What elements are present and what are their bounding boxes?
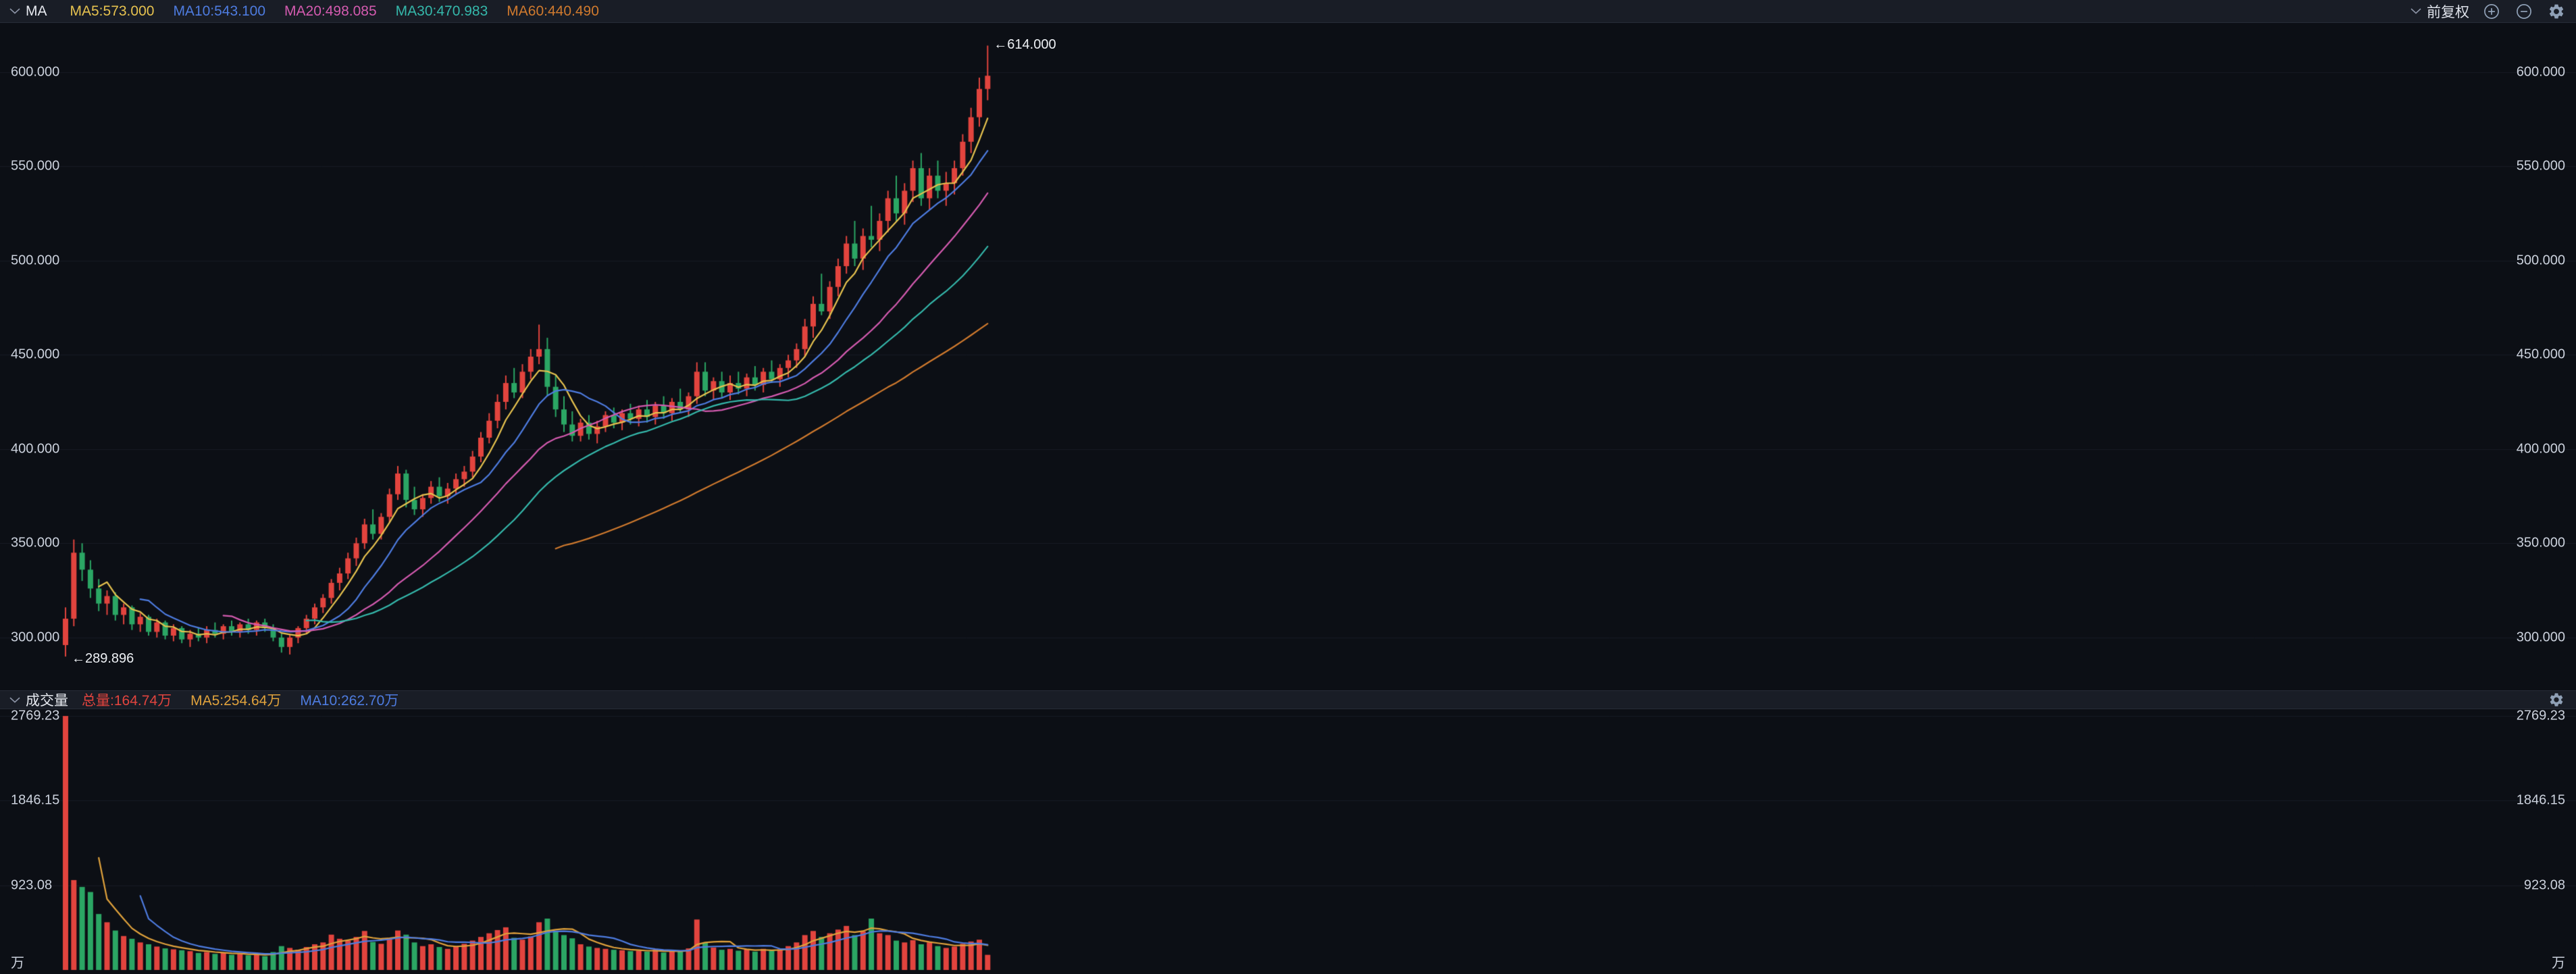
ma-value: MA5:573.000 <box>70 3 155 19</box>
ma-value: MA60:440.490 <box>507 3 599 19</box>
price-axis-label: 550.000 <box>2516 158 2565 174</box>
price-axis-label: 300.000 <box>11 630 60 645</box>
ma-legend: MA5:573.000 MA10:543.100 MA20:498.085 MA30:… <box>70 3 599 20</box>
zoom-in-icon[interactable] <box>2481 1 2502 22</box>
volume-toolbar: 成交量 总量:164.74万 MA5:254.64万 MA10:262.70万 <box>0 690 2576 709</box>
chevron-down-icon <box>2411 8 2421 14</box>
price-axis-label: 500.000 <box>11 253 60 268</box>
volume-axis-label: 2769.23 <box>11 708 60 723</box>
volume-unit-label: 万 <box>11 956 24 971</box>
adjustment-dropdown[interactable]: 前复权 <box>2411 1 2469 22</box>
volume-indicator-dropdown[interactable]: 成交量 <box>9 690 68 710</box>
volume-stat: MA10:262.70万 <box>300 693 399 709</box>
volume-chart-canvas[interactable] <box>0 709 2576 974</box>
price-low-annotation: ←289.896 <box>72 651 134 667</box>
volume-axis-label: 1846.15 <box>11 792 60 808</box>
volume-axis-label: 923.08 <box>11 877 53 893</box>
price-axis-label: 500.000 <box>2516 253 2565 268</box>
price-axis-label: 350.000 <box>11 535 60 550</box>
ma-value: MA30:470.983 <box>395 3 488 19</box>
price-axis-label: 400.000 <box>2516 441 2565 457</box>
settings-gear-icon[interactable] <box>2546 1 2567 22</box>
volume-stat: MA5:254.64万 <box>190 693 282 709</box>
toolbar-right: 前复权 <box>2411 1 2567 22</box>
price-axis-label: 600.000 <box>11 64 60 80</box>
settings-gear-icon[interactable] <box>2546 690 2567 710</box>
volume-unit-label: 万 <box>2552 956 2565 971</box>
volume-axis-label: 1846.15 <box>2516 792 2565 808</box>
price-axis-label: 350.000 <box>2516 535 2565 550</box>
volume-chart-pane: 923.08 923.08 1846.15 1846.15 2769.23 2769.23… <box>0 709 2576 974</box>
chevron-down-icon <box>9 8 20 14</box>
indicator-label: MA <box>26 3 47 19</box>
volume-pane-label: 成交量 <box>26 693 68 709</box>
volume-axis-label: 923.08 <box>2523 877 2565 893</box>
chevron-down-icon <box>9 696 20 703</box>
ma-value: MA10:543.100 <box>173 3 266 19</box>
main-chart-toolbar: MA MA5:573.000 MA10:543.100 MA20:498.085 MA… <box>0 0 2576 23</box>
volume-stats: 总量:164.74万 MA5:254.64万 MA10:262.70万 <box>82 690 398 710</box>
volume-axis-label: 2769.23 <box>2516 708 2565 723</box>
ma-indicator-dropdown[interactable]: MA <box>9 3 47 20</box>
price-chart-pane: ←614.000 ←289.896 300.000 300.000 350.000 3… <box>0 23 2576 690</box>
price-axis-label: 300.000 <box>2516 630 2565 645</box>
volume-stat: 总量:164.74万 <box>82 693 172 709</box>
price-axis-label: 450.000 <box>11 347 60 362</box>
price-axis-label: 400.000 <box>11 441 60 457</box>
ma-value: MA20:498.085 <box>284 3 377 19</box>
price-high-annotation: ←614.000 <box>994 37 1056 53</box>
volume-toolbar-right <box>2546 690 2567 710</box>
price-axis-label: 450.000 <box>2516 347 2565 362</box>
adjustment-label: 前复权 <box>2427 4 2469 20</box>
price-axis-label: 600.000 <box>2516 64 2565 80</box>
price-axis-label: 550.000 <box>11 158 60 174</box>
zoom-out-icon[interactable] <box>2514 1 2534 22</box>
price-chart-canvas[interactable] <box>0 23 2576 690</box>
